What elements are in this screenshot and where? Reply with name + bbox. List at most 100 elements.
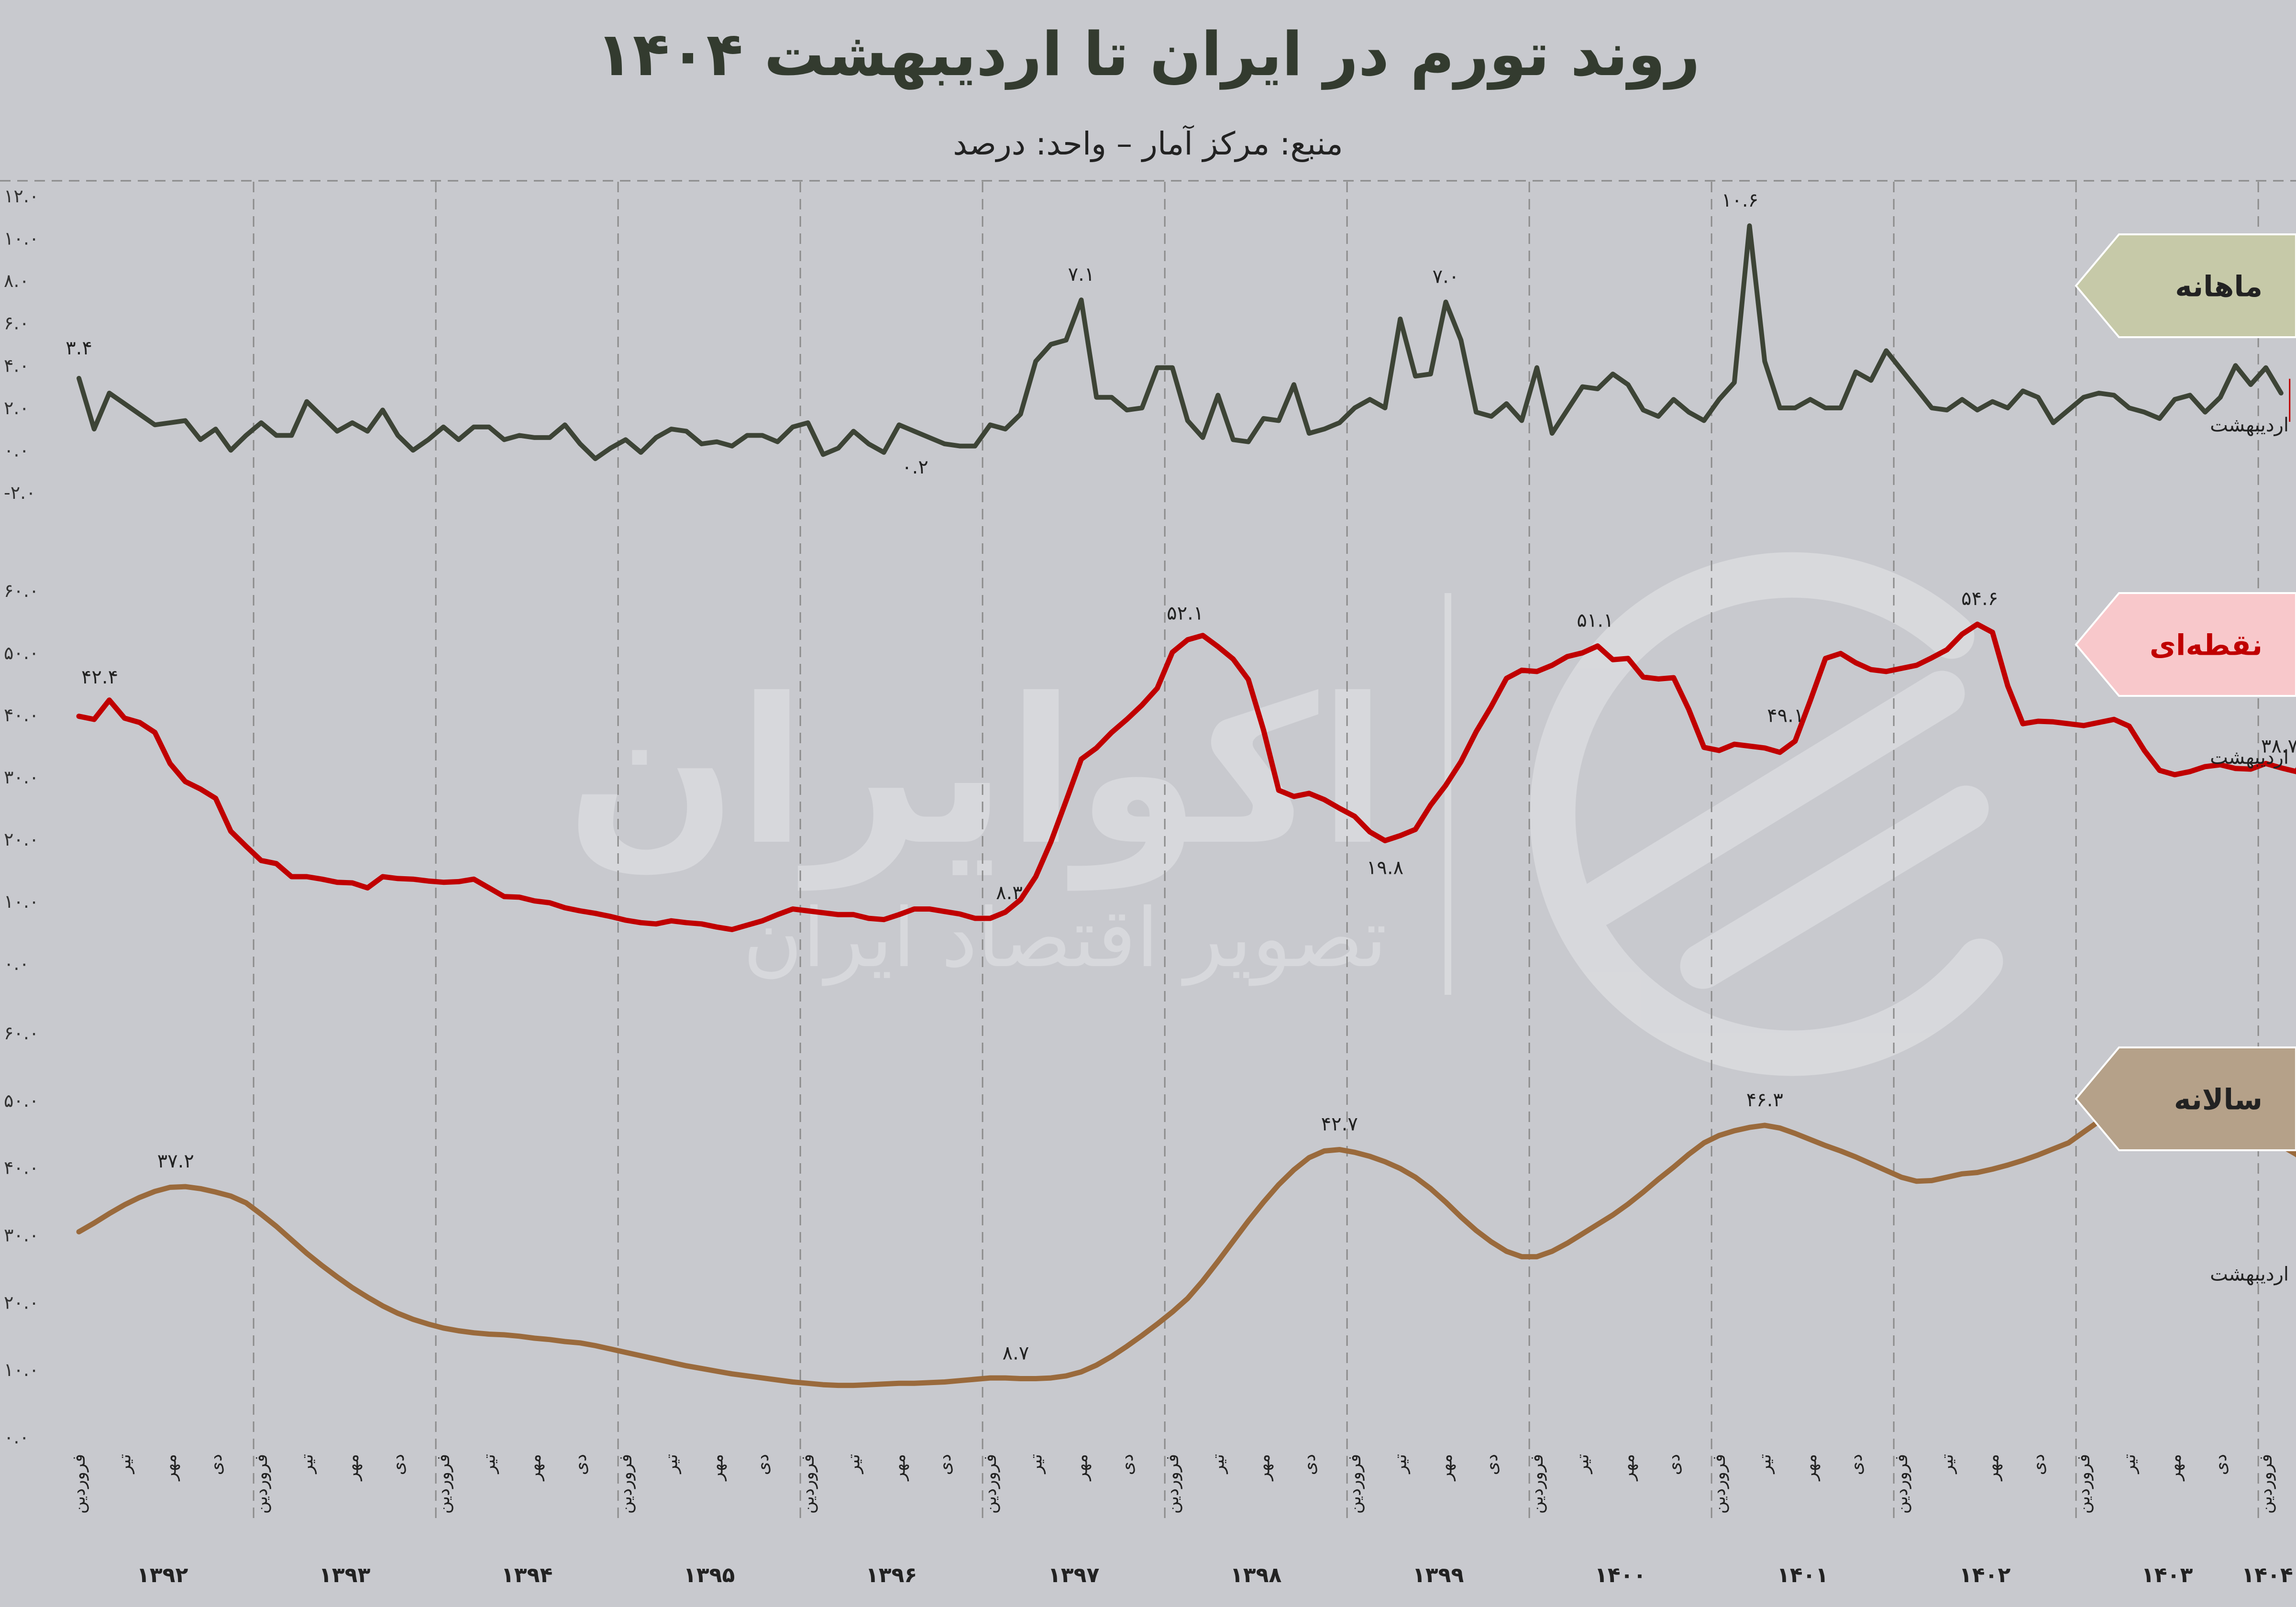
end-month-label: اردیبهشت: [2210, 747, 2289, 769]
year-label: ۱۴۰۳: [2141, 1563, 2193, 1587]
month-tick-label: تیر: [662, 1454, 681, 1475]
series-tag-shape: [2075, 233, 2296, 338]
series-line-annual: [76, 1104, 2296, 1388]
year-label: ۱۳۹۹: [1413, 1563, 1464, 1587]
month-tick-label: مهر: [161, 1454, 180, 1482]
month-tick-label: مهر: [2165, 1454, 2185, 1482]
month-tick-label: دی: [935, 1454, 955, 1475]
month-tick-label: تیر: [2119, 1454, 2139, 1475]
month-tick-label: فروردین: [252, 1454, 271, 1514]
month-tick-label: تیر: [1208, 1454, 1228, 1475]
data-label: ۵۴.۶: [1961, 588, 1998, 610]
month-tick-label: دی: [1117, 1454, 1137, 1475]
month-tick-label: فروردین: [981, 1454, 1000, 1514]
month-tick-label: مهر: [1619, 1454, 1638, 1482]
month-tick-label: دی: [388, 1454, 408, 1475]
month-tick-label: مهر: [1072, 1454, 1092, 1482]
chart-title: روند تورم در ایران تا اردیبهشت ۱۴۰۴: [596, 19, 1700, 89]
end-month-label: اردیبهشت: [2210, 414, 2289, 436]
y-tick-label: ۶.۰: [4, 313, 29, 334]
series-tags: ماهانه نقطه‌ای سالانه: [2075, 233, 2296, 1151]
year-label: ۱۳۹۴: [501, 1563, 552, 1587]
month-tick-label: تیر: [479, 1454, 499, 1475]
month-tick-label: فروردین: [1345, 1454, 1365, 1514]
y-tick-label: ۴۰.۰: [4, 1157, 39, 1178]
year-label: ۱۴۰۲: [1959, 1563, 2011, 1587]
watermark: اکوایران تصویر اقتصاد ایران: [566, 552, 2003, 1076]
month-tick-label: فروردین: [434, 1454, 453, 1514]
y-tick-label: ۱۰.۰: [4, 891, 39, 912]
watermark-sub: تصویر اقتصاد ایران: [743, 891, 1387, 986]
data-label: ۷.۱: [1068, 264, 1095, 286]
year-label: ۱۴۰۴: [2241, 1563, 2293, 1587]
y-tick-label: ۴۰.۰: [4, 704, 39, 726]
month-tick-label: تیر: [1391, 1454, 1410, 1475]
watermark-logo-icon: [1530, 552, 2003, 1076]
month-tick-label: دی: [1846, 1454, 1866, 1475]
y-tick-label: ۱۰.۰: [4, 228, 39, 249]
y-tick-label: ۳۰.۰: [4, 767, 39, 788]
month-tick-label: دی: [753, 1454, 773, 1475]
series-line-monthly: [77, 223, 2284, 462]
month-tick-label: مهر: [1436, 1454, 1456, 1482]
month-tick-label: تیر: [1573, 1454, 1592, 1475]
end-month-label: اردیبهشت: [2210, 1264, 2289, 1286]
data-label: ۵۲.۱: [1167, 603, 1203, 625]
y-tick-label: -۲.۰: [4, 482, 36, 503]
series-tag-label: سالانه: [2174, 1083, 2263, 1117]
data-label: ۲.۷: [2266, 0, 2293, 5]
y-tick-label: ۰.۰: [4, 440, 29, 461]
y-tick-label: ۴.۰: [4, 355, 29, 376]
series-tag-label: ماهانه: [2175, 270, 2263, 304]
month-tick-label: فروردین: [2074, 1454, 2094, 1514]
chart-subtitle: منبع: مرکز آمار – واحد: درصد: [953, 125, 1343, 162]
month-tick-label: مهر: [1983, 1454, 2003, 1482]
year-label: ۱۳۹۷: [1048, 1563, 1100, 1587]
y-tick-label: ۸.۰: [4, 270, 29, 291]
month-tick-label: مهر: [1254, 1454, 1274, 1482]
y-tick-label: ۰.۰: [4, 953, 29, 974]
month-tick-label: دی: [2211, 1454, 2230, 1475]
month-tick-label: فروردین: [1527, 1454, 1547, 1514]
data-label: ۳.۴: [66, 337, 92, 359]
y-tick-label: ۶۰.۰: [4, 1023, 39, 1044]
month-tick-label: تیر: [1026, 1454, 1046, 1475]
month-tick-label: تیر: [1755, 1454, 1775, 1475]
series-line-point: [76, 621, 2296, 932]
month-tick-label: تیر: [297, 1454, 317, 1475]
watermark-main: اکوایران: [566, 656, 1387, 892]
data-label: ۴۲.۷: [1321, 1113, 1358, 1135]
month-tick-label: فروردین: [616, 1454, 636, 1514]
month-tick-label: فروردین: [1892, 1454, 1911, 1514]
month-tick-label: فروردین: [2256, 1454, 2276, 1514]
data-label: ۱۹.۸: [1367, 857, 1403, 879]
y-tick-label: ۱۲.۰: [4, 186, 39, 207]
month-tick-label: دی: [571, 1454, 590, 1475]
y-axes: -۲.۰ ۰.۰ ۲.۰ ۴.۰ ۶.۰ ۸.۰ ۱۰.۰ ۱۲.۰ ۰.۰ ۱۰.۰ ۲۰.۰ ۳۰…: [4, 186, 39, 1448]
month-tick-label: مهر: [707, 1454, 727, 1482]
month-tick-label: مهر: [1801, 1454, 1821, 1482]
watermark-divider: [1445, 593, 1451, 995]
series-tag-annual: سالانه: [2075, 1046, 2296, 1151]
year-label: ۱۳۹۸: [1230, 1563, 1282, 1587]
year-label: ۱۳۹۵: [684, 1563, 735, 1587]
series-tag-monthly: ماهانه: [2075, 233, 2296, 338]
year-label: ۱۳۹۲: [137, 1563, 188, 1587]
y-tick-label: ۶۰.۰: [4, 580, 39, 601]
y-tick-label: ۵۰.۰: [4, 1090, 39, 1111]
month-tick-label: مهر: [890, 1454, 909, 1482]
series-tag-label: نقطه‌ای: [2150, 629, 2263, 662]
month-tick-label: مهر: [343, 1454, 363, 1482]
data-label: ۴۹.۱: [1767, 705, 1804, 727]
series-tag-shape: [2075, 1046, 2296, 1151]
data-label: ۳۷.۲: [157, 1150, 194, 1172]
data-label: ۳۸.۷: [2261, 735, 2296, 757]
data-label: ۵۱.۱: [1577, 610, 1613, 632]
month-tick-label: دی: [206, 1454, 226, 1475]
y-tick-label: ۲۰.۰: [4, 1292, 39, 1313]
month-tick-label: دی: [2029, 1454, 2048, 1475]
y-tick-label: ۲.۰: [4, 397, 29, 418]
data-label: ۴۶.۳: [1746, 1089, 1783, 1111]
month-tick-label: دی: [1664, 1454, 1684, 1475]
